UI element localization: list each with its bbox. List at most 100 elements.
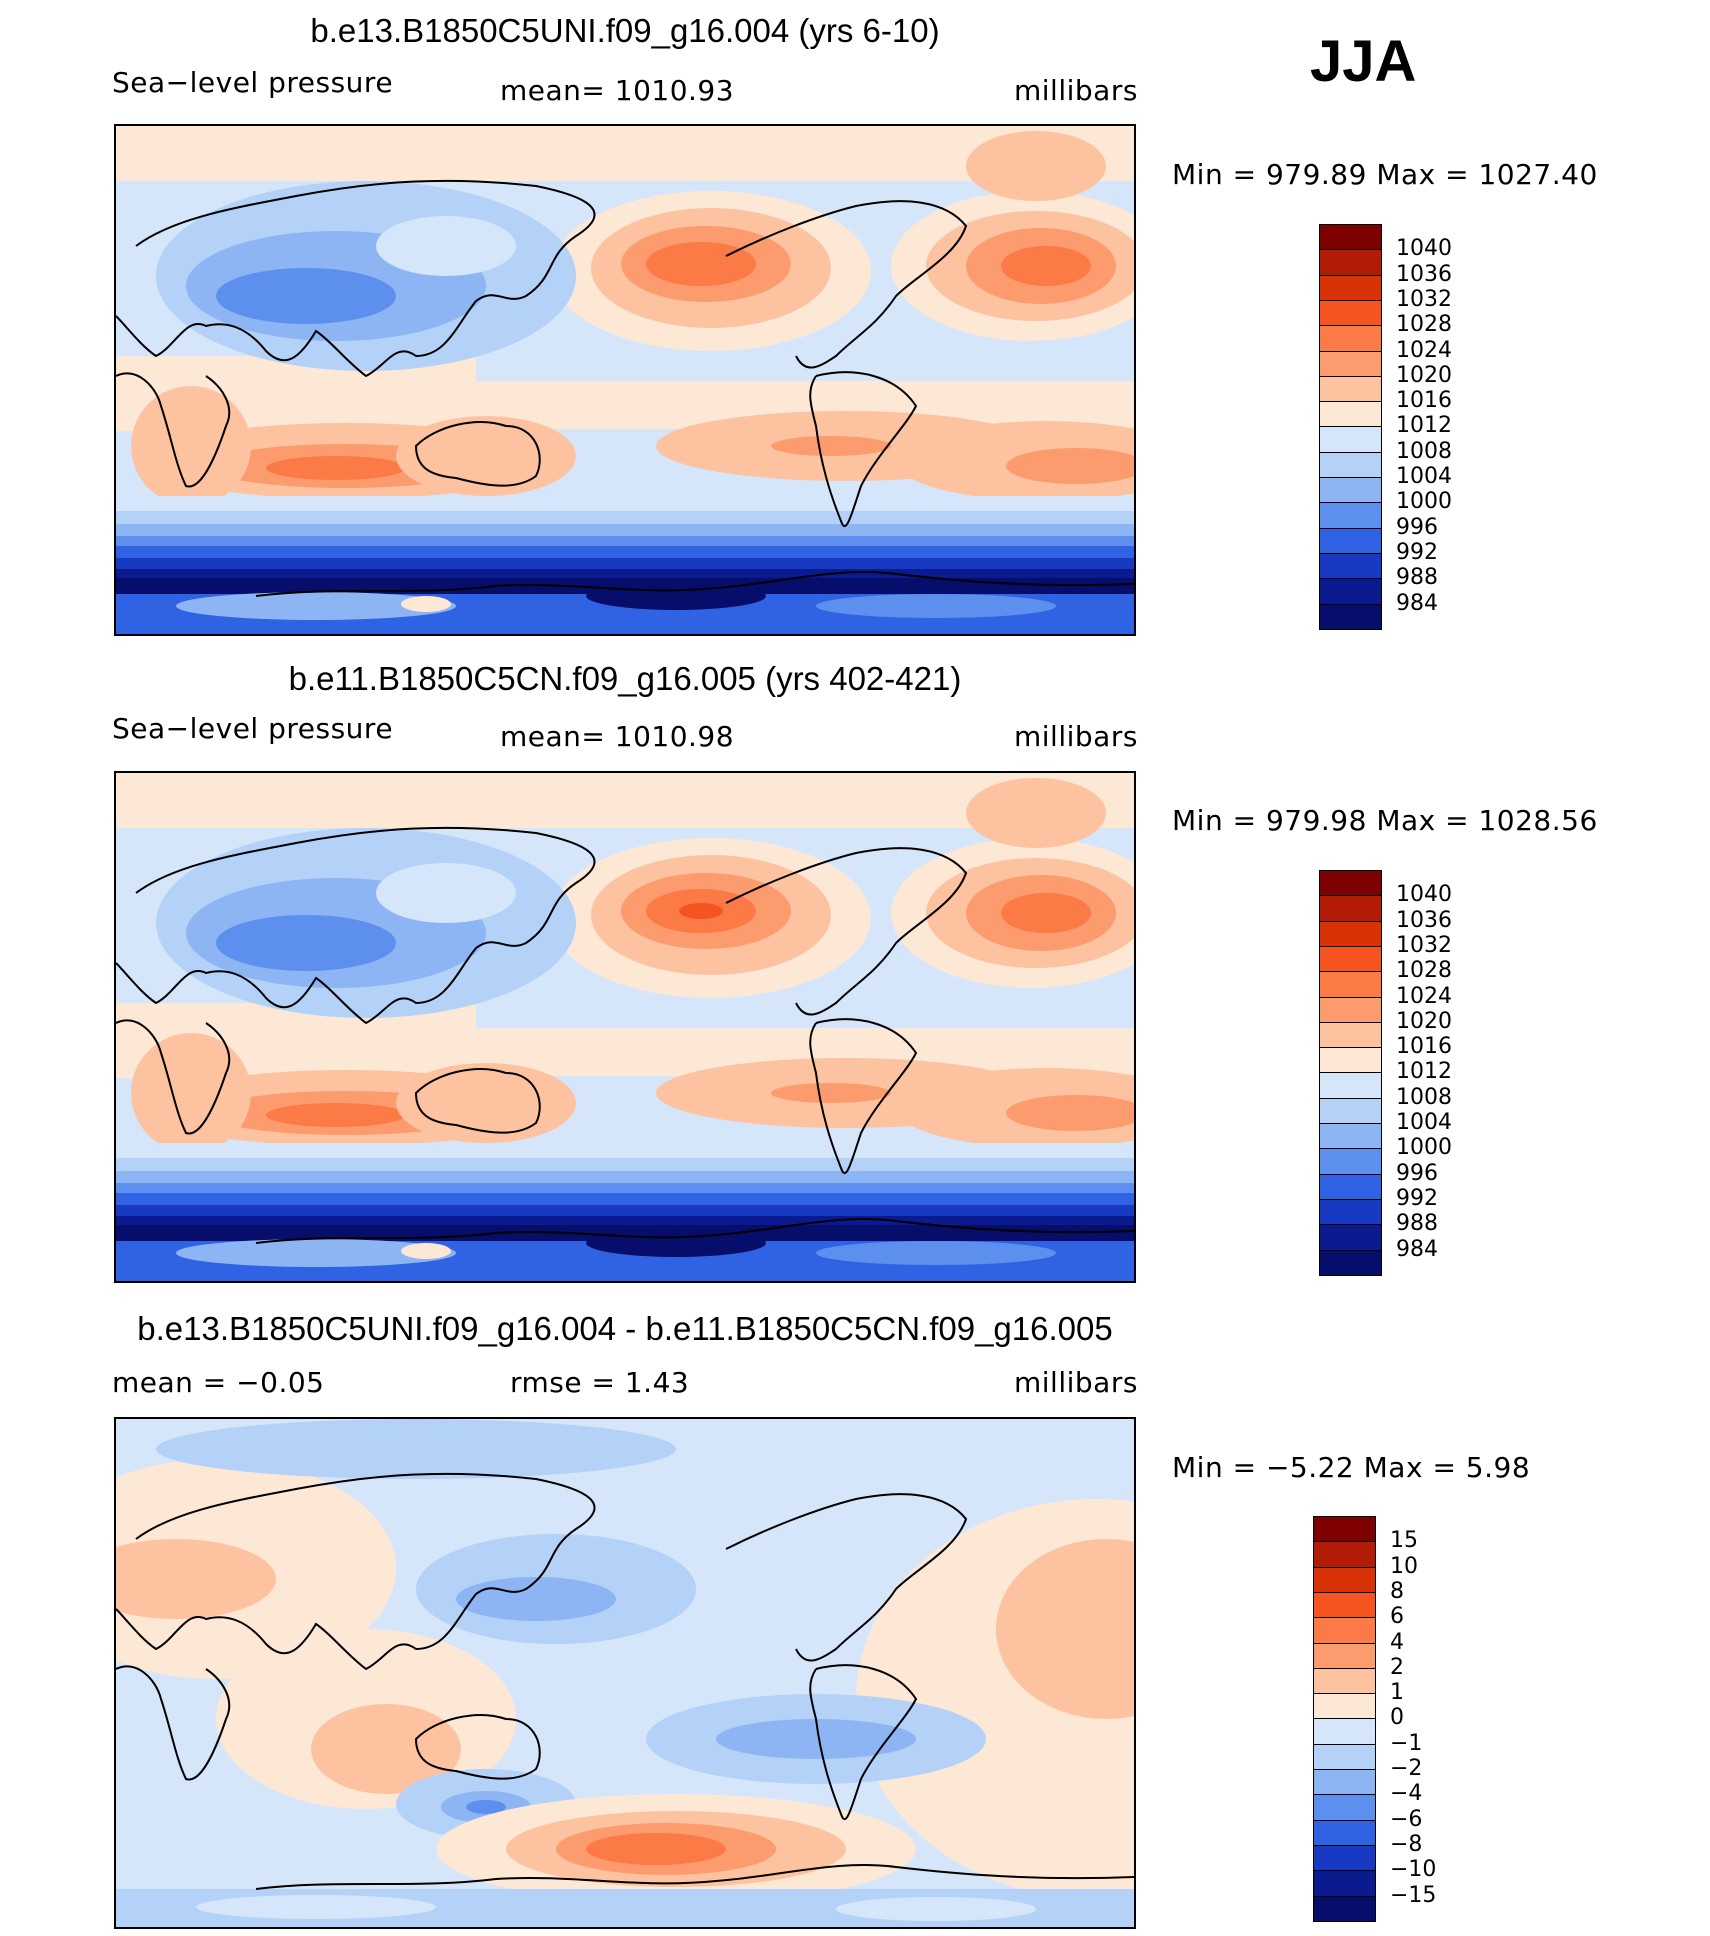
coastline [809,371,918,528]
colorbar-label: 1036 [1396,261,1452,287]
colorbar-label: 1024 [1396,983,1452,1009]
coastline [725,1493,968,1662]
field-contour [131,1033,251,1153]
colorbar-box [1319,1047,1382,1074]
colorbar-label: 1004 [1396,1110,1452,1135]
colorbar-box [1319,426,1382,454]
colorbar-label: 1012 [1396,413,1452,439]
colorbar-box [1313,1718,1376,1746]
field-contour [156,1419,676,1479]
coastline [809,1018,918,1175]
colorbar-box [1319,1249,1382,1277]
field-contour [1001,246,1091,286]
colorbar-label: 1000 [1396,489,1452,515]
coastline [725,847,968,1016]
colorbar-box [1319,502,1382,530]
colorbar-label: 8 [1390,1578,1404,1604]
colorbar-box [1319,401,1382,428]
field-contour [836,1897,1036,1921]
colorbar-label: 992 [1396,1185,1438,1211]
colorbar-box [1319,870,1382,897]
colorbar-box [1319,350,1382,378]
field-contour [966,778,1106,848]
colorbar-box [1319,971,1382,998]
colorbar-box [1319,249,1382,277]
field-contour [526,143,686,179]
field-contour [216,915,396,971]
colorbar-box [1313,1642,1376,1670]
season-label: JJA [1310,29,1417,94]
panel-1-colorbar: 1040 1036 1032 1028 1024 1020 1016 1012 1008 1004… [1319,224,1452,631]
field-contour [176,1239,456,1267]
colorbar-box [1313,1769,1376,1796]
colorbar-label: 996 [1396,514,1438,540]
colorbar-label: 984 [1396,590,1438,616]
colorbar-label: 1016 [1396,1034,1452,1060]
colorbar-box [1313,1541,1376,1569]
colorbar-box [1319,477,1382,504]
panel-2-minmax: Min = 979.98 Max = 1028.56 [1172,804,1598,837]
coastline [414,1714,541,1780]
colorbar-label: −8 [1390,1831,1423,1857]
field-contour [311,1704,461,1794]
colorbar-label: −2 [1390,1756,1423,1781]
coastline [255,571,1134,597]
field-contour [376,216,516,276]
field-contour [116,1539,276,1619]
coastline [414,1068,541,1134]
colorbar-box [1319,451,1382,479]
panel-1-map-svg [116,126,1134,634]
colorbar-label: 0 [1390,1705,1404,1731]
colorbar-box [1313,1895,1376,1923]
colorbar-box [1313,1870,1376,1897]
panel-2-colorbar: 1040 1036 1032 1028 1024 1020 1016 1012 1008 1004… [1319,870,1452,1277]
colorbar-label: 988 [1396,565,1438,591]
colorbar-label: −15 [1390,1882,1437,1908]
field-contour [996,1539,1134,1719]
coastline [116,826,596,1025]
field-contour [1001,893,1091,933]
colorbar-box [1313,1667,1376,1695]
colorbar-box [1313,1617,1376,1644]
field-contour [679,903,723,919]
field-contour [1006,1095,1134,1131]
panel-2-title: b.e11.B1850C5CN.f09_g16.005 (yrs 402-421… [288,660,962,697]
colorbar-box [1319,1021,1382,1049]
colorbar-label: 2 [1390,1654,1404,1680]
colorbar-label: 1032 [1396,932,1452,958]
panel-3-mean: mean = −0.05 [112,1366,325,1399]
colorbar-label: −1 [1390,1730,1423,1756]
colorbar-label: 1 [1390,1680,1404,1706]
colorbar-box [1319,375,1382,403]
coastline [116,372,231,488]
colorbar-label: 1028 [1396,958,1452,984]
colorbar-box [1319,224,1382,251]
field-contour [716,1719,916,1759]
field-contour [1006,448,1134,484]
field-contour [266,456,406,480]
colorbar-box [1313,1743,1376,1771]
colorbar-label: 1032 [1396,286,1452,312]
coastline [116,1665,231,1781]
coastline [809,1664,918,1821]
field-contour [456,1577,616,1621]
panel-1-units: millibars [1014,74,1138,107]
colorbar-label: 1008 [1396,1084,1452,1110]
colorbar-label: 1000 [1396,1135,1452,1161]
colorbar-box [1313,1794,1376,1822]
colorbar-box [1319,996,1382,1024]
colorbar-label: 1040 [1396,882,1452,908]
colorbar-label: 1020 [1396,1008,1452,1034]
colorbar-box [1319,1097,1382,1125]
field-contour [131,386,251,506]
coastline [725,200,968,369]
panel-2-variable: Sea−level pressure [112,712,394,745]
field-contour [771,1083,891,1103]
colorbar-label: 1020 [1396,362,1452,388]
field-contour [771,436,891,456]
colorbar-box [1319,920,1382,948]
colorbar-box [1319,274,1382,302]
field-contour [466,1800,506,1814]
colorbar-label: 1008 [1396,438,1452,464]
colorbar-box [1319,325,1382,352]
